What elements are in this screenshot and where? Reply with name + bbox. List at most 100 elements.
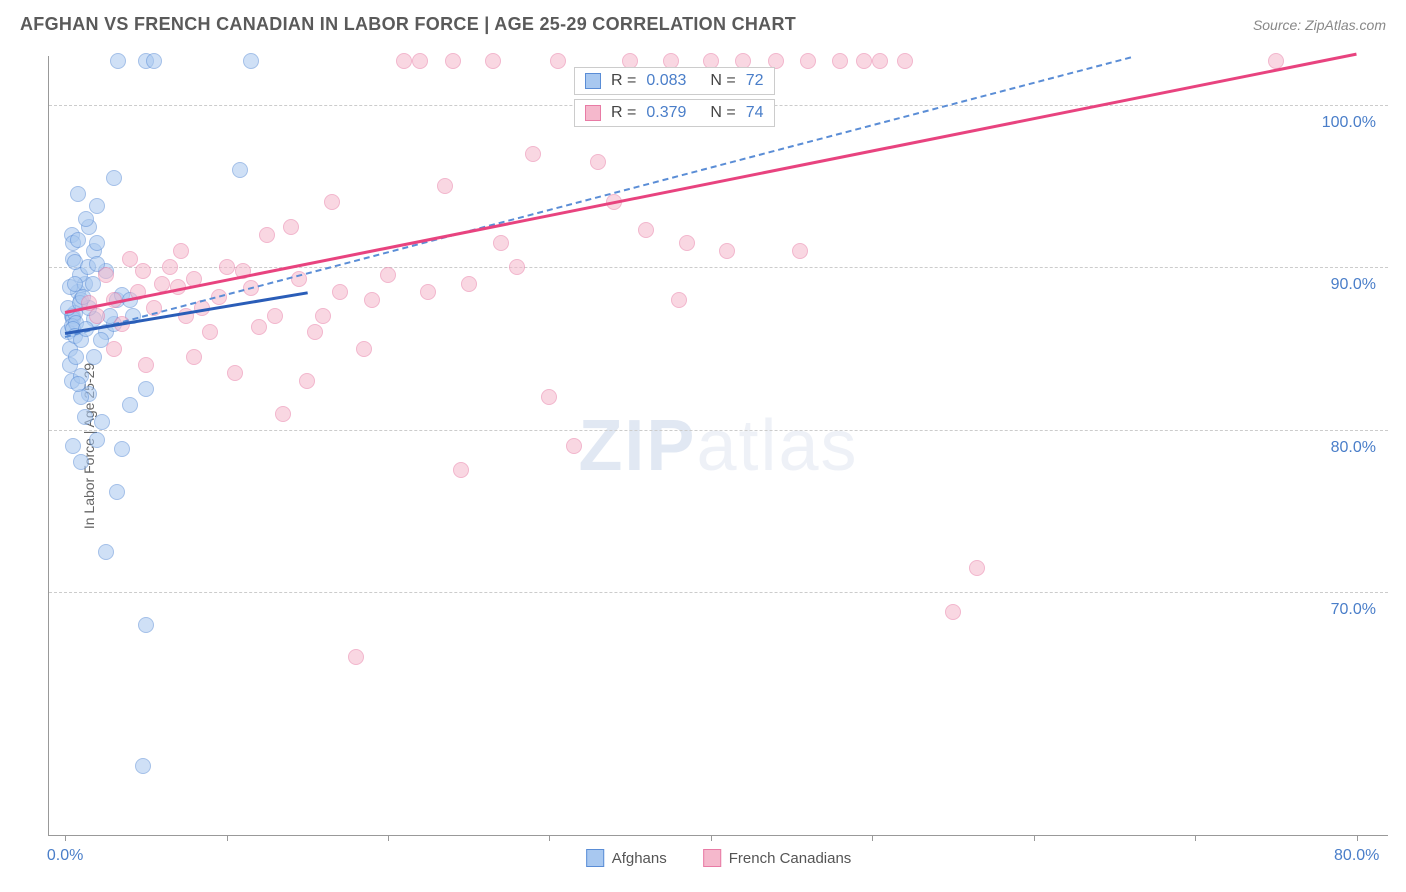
scatter-point <box>89 198 105 214</box>
scatter-point <box>380 267 396 283</box>
x-tick <box>1357 835 1358 841</box>
scatter-point <box>485 53 501 69</box>
scatter-point <box>679 235 695 251</box>
stats-box: R =0.083N =72 <box>574 67 775 95</box>
stats-r-value: 0.083 <box>646 72 686 90</box>
stats-swatch <box>585 105 601 121</box>
scatter-point <box>638 222 654 238</box>
stats-n-label: N = <box>710 72 735 90</box>
scatter-point <box>186 349 202 365</box>
scatter-point <box>509 259 525 275</box>
scatter-point <box>453 462 469 478</box>
scatter-point <box>566 438 582 454</box>
scatter-point <box>856 53 872 69</box>
scatter-point <box>307 324 323 340</box>
scatter-point <box>122 397 138 413</box>
scatter-point <box>110 53 126 69</box>
x-tick-label-min: 0.0% <box>47 847 83 865</box>
legend-label: French Canadians <box>729 850 852 867</box>
scatter-point <box>332 284 348 300</box>
scatter-point <box>541 389 557 405</box>
scatter-point <box>437 178 453 194</box>
scatter-point <box>800 53 816 69</box>
legend-label: Afghans <box>612 850 667 867</box>
chart-title: AFGHAN VS FRENCH CANADIAN IN LABOR FORCE… <box>20 14 796 35</box>
x-tick <box>1195 835 1196 841</box>
scatter-point <box>525 146 541 162</box>
scatter-point <box>348 649 364 665</box>
stats-r-value: 0.379 <box>646 104 686 122</box>
scatter-point <box>162 259 178 275</box>
y-tick-label: 80.0% <box>1331 439 1376 457</box>
scatter-point <box>73 454 89 470</box>
legend-swatch <box>703 849 721 867</box>
stats-r-label: R = <box>611 104 636 122</box>
y-tick-label: 90.0% <box>1331 276 1376 294</box>
watermark: ZIPatlas <box>578 405 858 487</box>
scatter-point <box>445 53 461 69</box>
scatter-point <box>243 53 259 69</box>
x-tick <box>1034 835 1035 841</box>
scatter-point <box>77 409 93 425</box>
y-tick-label: 100.0% <box>1322 114 1376 132</box>
scatter-point <box>719 243 735 259</box>
scatter-point <box>671 292 687 308</box>
legend-item: Afghans <box>586 849 667 867</box>
x-tick <box>549 835 550 841</box>
scatter-point <box>324 194 340 210</box>
stats-swatch <box>585 73 601 89</box>
scatter-point <box>267 308 283 324</box>
scatter-point <box>138 357 154 373</box>
scatter-point <box>832 53 848 69</box>
scatter-point <box>98 544 114 560</box>
scatter-point <box>68 349 84 365</box>
scatter-point <box>590 154 606 170</box>
scatter-point <box>493 235 509 251</box>
scatter-point <box>251 319 267 335</box>
scatter-point <box>227 365 243 381</box>
scatter-point <box>138 617 154 633</box>
scatter-point <box>94 414 110 430</box>
scatter-point <box>114 441 130 457</box>
scatter-point <box>259 227 275 243</box>
scatter-point <box>461 276 477 292</box>
scatter-point <box>299 373 315 389</box>
scatter-point <box>70 376 86 392</box>
stats-r-label: R = <box>611 72 636 90</box>
scatter-point <box>232 162 248 178</box>
scatter-point <box>396 53 412 69</box>
legend-swatch <box>586 849 604 867</box>
legend-item: French Canadians <box>703 849 852 867</box>
scatter-point <box>792 243 808 259</box>
x-tick <box>872 835 873 841</box>
scatter-point <box>356 341 372 357</box>
scatter-point <box>86 349 102 365</box>
x-tick <box>711 835 712 841</box>
scatter-point <box>202 324 218 340</box>
scatter-point <box>872 53 888 69</box>
scatter-point <box>89 235 105 251</box>
x-tick <box>65 835 66 841</box>
scatter-point <box>420 284 436 300</box>
stats-n-label: N = <box>710 104 735 122</box>
scatter-point <box>109 484 125 500</box>
scatter-point <box>315 308 331 324</box>
scatter-point <box>412 53 428 69</box>
scatter-point <box>146 53 162 69</box>
grid-line <box>49 592 1388 593</box>
scatter-point <box>135 263 151 279</box>
legend: Afghans French Canadians <box>586 849 852 867</box>
scatter-point <box>135 758 151 774</box>
x-tick <box>227 835 228 841</box>
scatter-point <box>173 243 189 259</box>
scatter-point <box>78 211 94 227</box>
scatter-point <box>70 186 86 202</box>
scatter-chart: ZIPatlas 70.0%80.0%90.0%100.0%0.0%80.0%R… <box>48 56 1388 836</box>
scatter-point <box>550 53 566 69</box>
scatter-point <box>106 170 122 186</box>
scatter-point <box>219 259 235 275</box>
stats-box: R =0.379N =74 <box>574 99 775 127</box>
scatter-point <box>70 232 86 248</box>
x-tick <box>388 835 389 841</box>
scatter-point <box>65 438 81 454</box>
